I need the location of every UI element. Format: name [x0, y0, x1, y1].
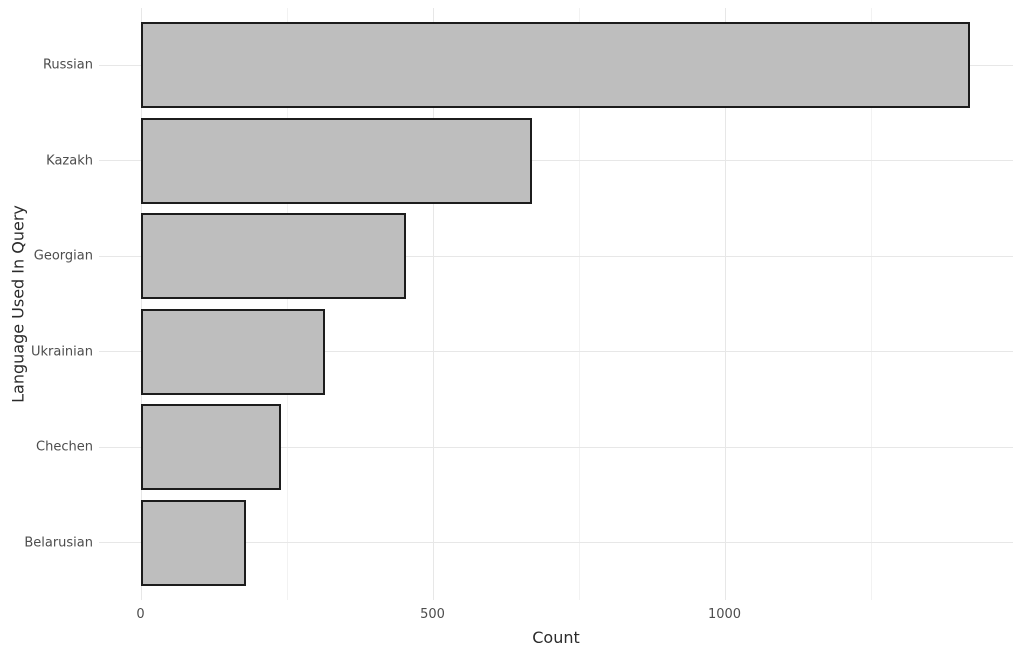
x-major-gridline	[432, 8, 434, 600]
y-major-gridline	[99, 160, 1013, 162]
plot-panel	[99, 8, 1013, 600]
y-axis-title: Language Used In Query	[8, 205, 28, 403]
bar-georgian	[140, 213, 407, 300]
x-tick-label-0: 0	[136, 607, 145, 622]
bar-chechen	[140, 404, 281, 491]
x-minor-gridline	[870, 8, 872, 600]
y-tick-label-russian: Russian	[42, 57, 93, 73]
y-major-gridline	[99, 446, 1013, 448]
y-tick-label-georgian: Georgian	[33, 248, 93, 264]
bar-russian	[140, 22, 970, 109]
x-minor-gridline	[286, 8, 288, 600]
x-tick-label-1000: 1000	[707, 607, 742, 622]
y-tick-label-kazakh: Kazakh	[46, 153, 93, 169]
x-axis-title: Count	[532, 628, 580, 647]
y-tick-label-ukrainian: Ukrainian	[30, 344, 93, 360]
x-tick-label-500: 500	[420, 607, 445, 622]
x-major-gridline	[724, 8, 726, 600]
x-minor-gridline	[578, 8, 580, 600]
bar-ukrainian	[140, 308, 325, 395]
bar-belarusian	[140, 499, 246, 586]
x-major-gridline	[140, 8, 142, 600]
y-major-gridline	[99, 255, 1013, 257]
y-major-gridline	[99, 351, 1013, 353]
y-tick-label-belarusian: Belarusian	[24, 535, 93, 551]
y-major-gridline	[99, 542, 1013, 544]
bar-kazakh	[140, 117, 532, 204]
y-tick-label-chechen: Chechen	[36, 439, 93, 455]
